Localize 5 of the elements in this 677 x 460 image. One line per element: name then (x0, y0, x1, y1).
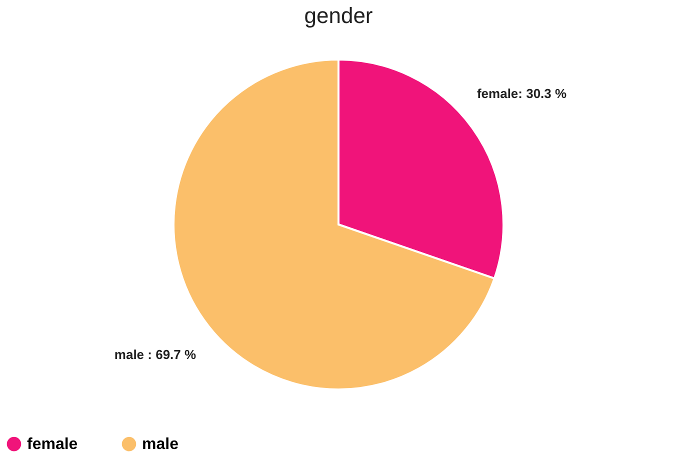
chart-title: gender (304, 3, 373, 28)
data-label: female: 30.3 % (476, 86, 568, 101)
legend-label: female (27, 436, 78, 454)
legend-label: male (142, 436, 179, 454)
data-label: male : 69.7 % (114, 347, 196, 362)
